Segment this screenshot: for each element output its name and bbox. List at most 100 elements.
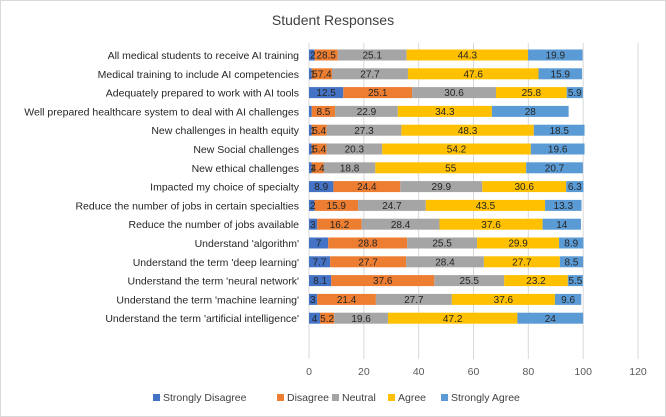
bar-segment — [358, 199, 426, 211]
data-label: 3 — [310, 295, 316, 306]
bar-segment — [387, 312, 518, 324]
data-label: 28.4 — [391, 220, 411, 231]
data-label: 4.4 — [311, 163, 325, 174]
data-label: 29.9 — [508, 239, 528, 250]
data-label: 27.3 — [354, 126, 374, 137]
bar-segment — [309, 143, 312, 155]
data-label: 47.6 — [463, 69, 483, 80]
bar-segment — [530, 143, 585, 155]
legend-label: Neutral — [342, 392, 376, 404]
data-label: 1 — [310, 163, 316, 174]
data-label: 4 — [312, 314, 318, 325]
bar-segment — [517, 312, 584, 324]
data-label: 37.6 — [481, 220, 501, 231]
data-label: 27.7 — [404, 295, 424, 306]
bar-segment — [567, 275, 583, 287]
bar-segment — [331, 275, 435, 287]
data-label: 15.9 — [551, 69, 571, 80]
bar-segment — [375, 162, 527, 174]
data-label: 5.5 — [568, 276, 582, 287]
legend-label: Disagree — [287, 392, 329, 404]
data-label: 25.1 — [368, 88, 388, 99]
data-label: 21.4 — [337, 295, 357, 306]
category-label: All medical students to receive AI train… — [108, 50, 300, 62]
bar-segment — [334, 312, 388, 324]
bar-segment — [314, 49, 338, 61]
x-tick-label: 80 — [522, 366, 534, 378]
data-label: 18.8 — [340, 163, 360, 174]
bar-segment — [566, 87, 583, 99]
category-label: Adequately prepared to work with AI tool… — [106, 88, 299, 100]
data-label: 37.6 — [494, 295, 514, 306]
legend-swatch — [441, 394, 448, 401]
bar-segment — [375, 293, 452, 305]
legend-label: Agree — [398, 392, 426, 404]
data-label: 14 — [556, 220, 568, 231]
data-label: 8.9 — [314, 182, 328, 193]
data-label: 24.4 — [357, 182, 377, 193]
data-label: 18.5 — [549, 126, 569, 137]
bar-segment — [323, 162, 376, 174]
category-label: Medical training to include AI competenc… — [98, 69, 299, 81]
bar-segment — [545, 199, 582, 211]
bar-segment — [566, 181, 584, 193]
bar-segment — [382, 143, 531, 155]
bar-segment — [309, 87, 344, 99]
bar-segment — [311, 162, 324, 174]
category-label: Well prepared healthcare system to deal … — [24, 106, 299, 118]
bar-segment — [401, 124, 534, 136]
bar-segment — [309, 199, 315, 211]
category-label: Understand the term 'deep learning' — [133, 257, 299, 269]
bar-segment — [434, 275, 505, 287]
chart-title: Student Responses — [272, 12, 394, 28]
x-tick-label: 0 — [306, 366, 312, 378]
data-label: 16.2 — [330, 220, 350, 231]
category-label: Understand the term 'artificial intellig… — [105, 313, 299, 325]
bar-segment — [314, 199, 359, 211]
bar-segment — [309, 49, 315, 61]
data-label: 12.5 — [316, 88, 336, 99]
category-label: New Social challenges — [193, 144, 299, 156]
bar-segment — [309, 105, 312, 117]
data-label: 28.4 — [435, 257, 455, 268]
bar-segment — [559, 237, 584, 249]
data-label: 54.2 — [447, 145, 467, 156]
bar-segment — [309, 218, 318, 230]
data-label: 7 — [316, 239, 322, 250]
category-labels: All medical students to receive AI train… — [24, 50, 299, 325]
x-tick-label: 100 — [574, 366, 592, 378]
bar-segment — [309, 293, 318, 305]
bar-segment — [482, 181, 567, 193]
data-label: 25.8 — [522, 88, 542, 99]
data-label: 30.6 — [444, 88, 464, 99]
data-label: 43.5 — [476, 201, 496, 212]
data-label: 30.6 — [514, 182, 534, 193]
bar-segment — [330, 256, 407, 268]
bar-segment — [319, 312, 335, 324]
data-label: 7.7 — [313, 257, 327, 268]
bar-segment — [483, 256, 560, 268]
data-label: 28.8 — [358, 239, 378, 250]
bar-segment — [328, 237, 408, 249]
data-label: 3 — [310, 220, 316, 231]
bar-segment — [361, 218, 440, 230]
data-label: 19.6 — [548, 145, 568, 156]
bar-segment — [425, 199, 546, 211]
bar-segment — [406, 49, 529, 61]
data-label: 19.6 — [351, 314, 371, 325]
data-label: 5.4 — [312, 126, 326, 137]
bar-segment — [491, 105, 569, 117]
data-label: 55 — [445, 163, 457, 174]
bar-segment — [337, 49, 407, 61]
bar-segment — [311, 68, 333, 80]
data-label: 57.4 — [312, 69, 332, 80]
category-label: New ethical challenges — [192, 163, 299, 175]
category-label: Understand the term 'machine learning' — [116, 294, 299, 306]
legend-swatch — [332, 394, 339, 401]
bar-segment — [554, 293, 582, 305]
data-label: 8.5 — [316, 107, 330, 118]
bar-segment — [309, 162, 312, 174]
bar-segment — [343, 87, 413, 99]
